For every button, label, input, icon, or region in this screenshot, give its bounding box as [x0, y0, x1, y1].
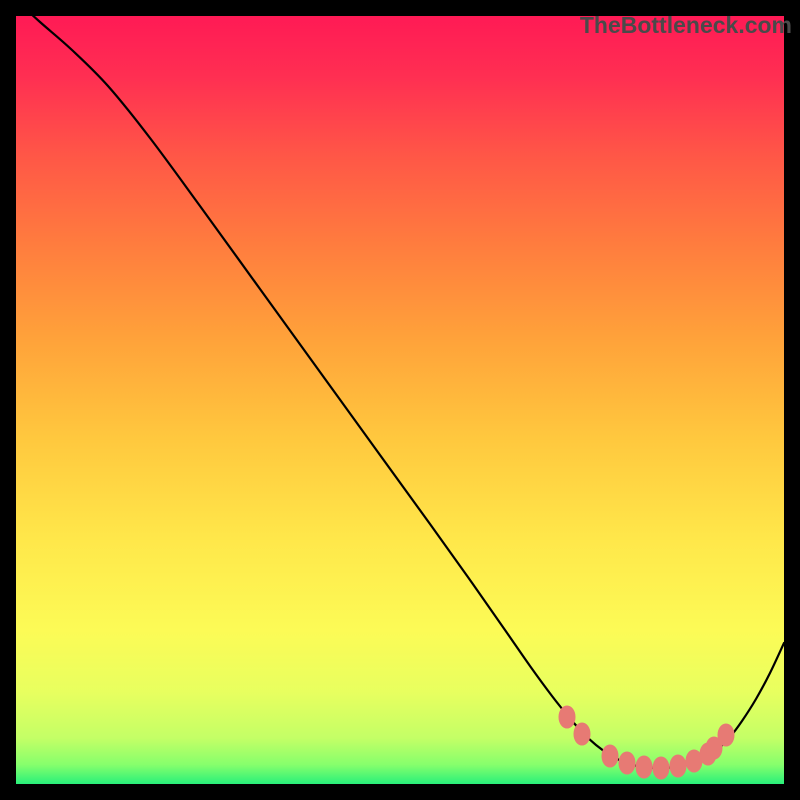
watermark-text: TheBottleneck.com	[580, 12, 792, 39]
curve-marker	[619, 752, 635, 774]
curve-marker	[718, 724, 734, 746]
curve-marker	[574, 723, 590, 745]
plot-background	[16, 16, 784, 784]
curve-marker	[653, 757, 669, 779]
curve-marker	[559, 706, 575, 728]
curve-marker	[670, 755, 686, 777]
curve-marker	[602, 745, 618, 767]
curve-marker	[636, 756, 652, 778]
